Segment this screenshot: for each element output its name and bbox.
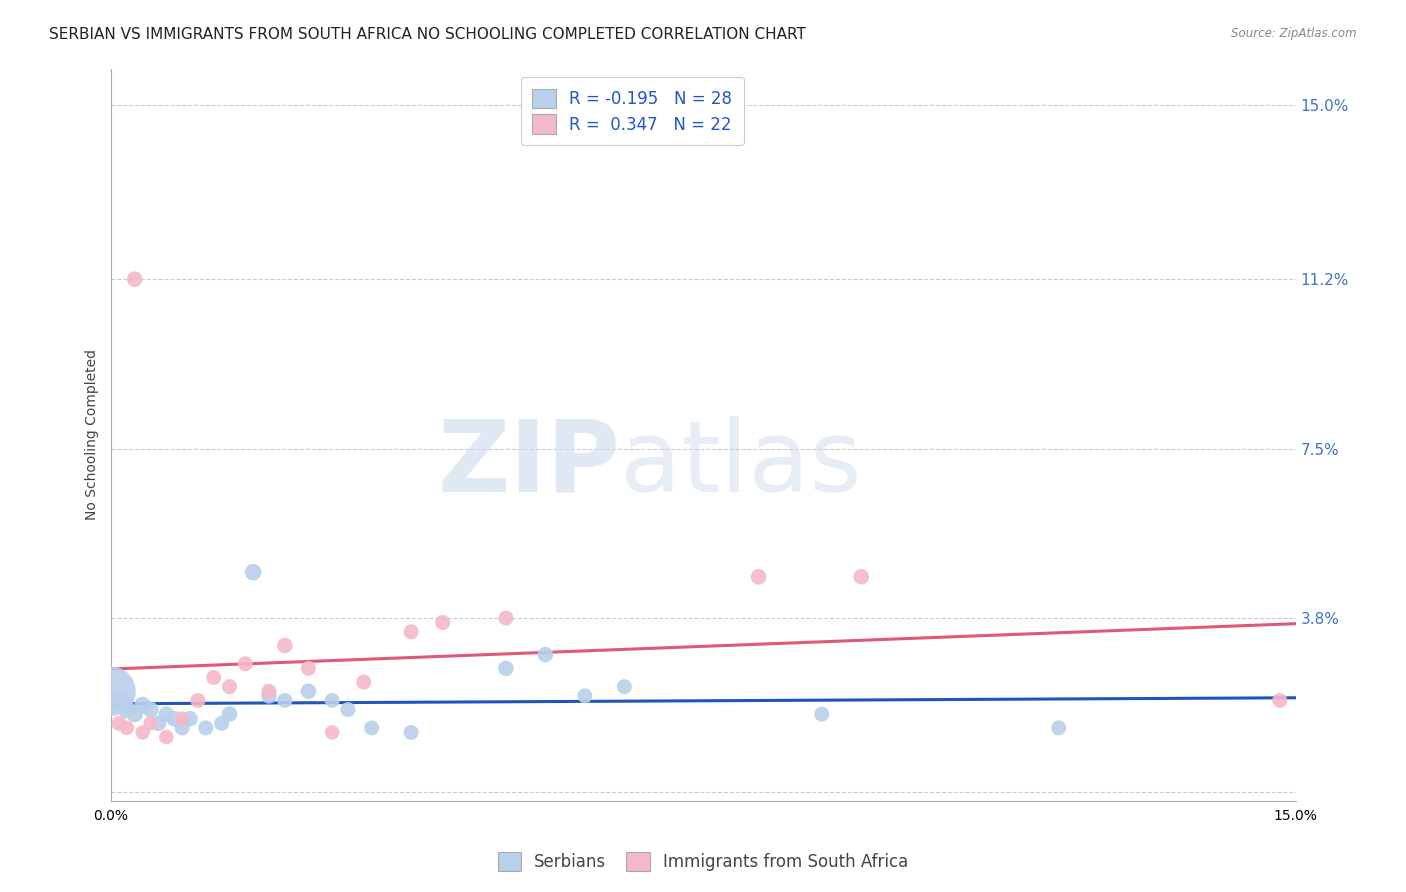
Point xyxy=(613,680,636,694)
Point xyxy=(218,680,240,694)
Point xyxy=(131,725,153,739)
Text: Source: ZipAtlas.com: Source: ZipAtlas.com xyxy=(1232,27,1357,40)
Point xyxy=(321,693,343,707)
Point xyxy=(163,712,186,726)
Point xyxy=(108,716,131,731)
Point xyxy=(218,707,240,722)
Point xyxy=(115,721,138,735)
Point xyxy=(321,725,343,739)
Point xyxy=(100,684,122,698)
Point xyxy=(148,716,170,731)
Text: ZIP: ZIP xyxy=(437,416,620,513)
Point xyxy=(495,661,517,675)
Point xyxy=(233,657,256,671)
Point xyxy=(155,730,177,744)
Point xyxy=(124,272,146,286)
Point xyxy=(257,689,280,703)
Point xyxy=(194,721,217,735)
Point xyxy=(187,693,209,707)
Legend: Serbians, Immigrants from South Africa: Serbians, Immigrants from South Africa xyxy=(489,843,917,880)
Point xyxy=(748,570,770,584)
Point xyxy=(131,698,153,712)
Point xyxy=(534,648,557,662)
Point xyxy=(432,615,454,630)
Point xyxy=(851,570,873,584)
Text: atlas: atlas xyxy=(620,416,862,513)
Point xyxy=(202,671,225,685)
Point xyxy=(399,624,422,639)
Point xyxy=(274,693,297,707)
Point xyxy=(172,721,194,735)
Point xyxy=(179,712,201,726)
Point xyxy=(139,716,162,731)
Point xyxy=(1268,693,1291,707)
Point xyxy=(336,702,359,716)
Point xyxy=(297,684,319,698)
Point xyxy=(124,707,146,722)
Point xyxy=(1047,721,1070,735)
Point xyxy=(211,716,233,731)
Point xyxy=(360,721,382,735)
Legend: R = -0.195   N = 28, R =  0.347   N = 22: R = -0.195 N = 28, R = 0.347 N = 22 xyxy=(520,77,744,145)
Point xyxy=(155,707,177,722)
Point xyxy=(810,707,832,722)
Point xyxy=(242,565,264,579)
Point xyxy=(399,725,422,739)
Point xyxy=(574,689,596,703)
Point xyxy=(274,639,297,653)
Point xyxy=(108,693,131,707)
Point xyxy=(297,661,319,675)
Point xyxy=(115,702,138,716)
Point xyxy=(172,712,194,726)
Point xyxy=(353,675,375,690)
Point xyxy=(495,611,517,625)
Point xyxy=(139,702,162,716)
Point xyxy=(257,684,280,698)
Y-axis label: No Schooling Completed: No Schooling Completed xyxy=(86,350,100,520)
Text: SERBIAN VS IMMIGRANTS FROM SOUTH AFRICA NO SCHOOLING COMPLETED CORRELATION CHART: SERBIAN VS IMMIGRANTS FROM SOUTH AFRICA … xyxy=(49,27,806,42)
